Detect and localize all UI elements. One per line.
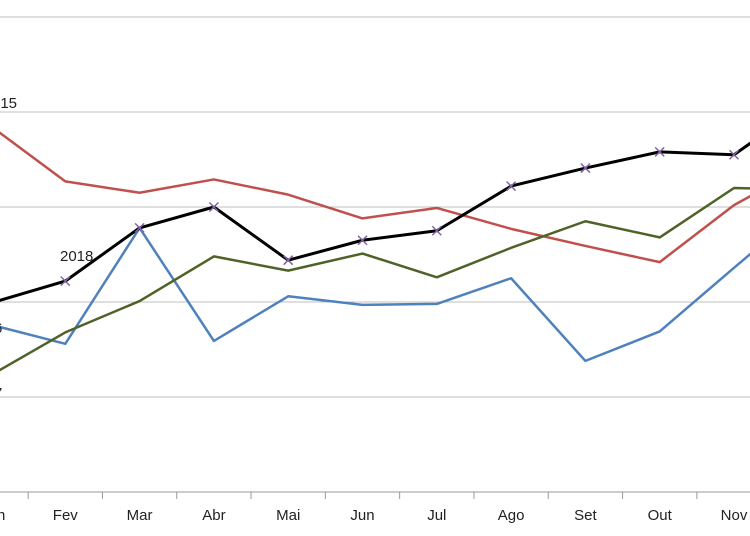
- x-tick-label: n: [0, 507, 5, 524]
- series-label: 6: [0, 320, 2, 337]
- marker: [283, 255, 294, 266]
- x-tick-label: Out: [648, 507, 673, 524]
- marker: [357, 235, 368, 246]
- series-line: [0, 186, 750, 372]
- marker: [60, 276, 71, 287]
- series-label: 7: [0, 385, 2, 402]
- marker: [580, 163, 591, 174]
- marker: [208, 201, 219, 213]
- marker: [506, 181, 517, 192]
- marker: [134, 222, 145, 233]
- series-label: 015: [0, 95, 17, 112]
- x-tick-label: Nov: [721, 507, 748, 524]
- series-label: 2018: [60, 248, 93, 265]
- x-tick-label: Set: [574, 507, 597, 524]
- x-tick-label: Jul: [427, 507, 446, 524]
- marker: [728, 149, 740, 160]
- x-tick-label: Fev: [53, 507, 79, 524]
- x-tick-label: Jun: [350, 507, 374, 524]
- marker: [654, 146, 665, 157]
- series-line: [0, 131, 750, 264]
- x-tick-label: Mar: [127, 507, 153, 524]
- x-tick-label: Mai: [276, 507, 300, 524]
- series-line: [0, 226, 750, 363]
- series-line: [0, 141, 750, 302]
- x-tick-label: Ago: [498, 507, 525, 524]
- x-tick-label: Abr: [202, 507, 225, 524]
- marker: [431, 225, 442, 236]
